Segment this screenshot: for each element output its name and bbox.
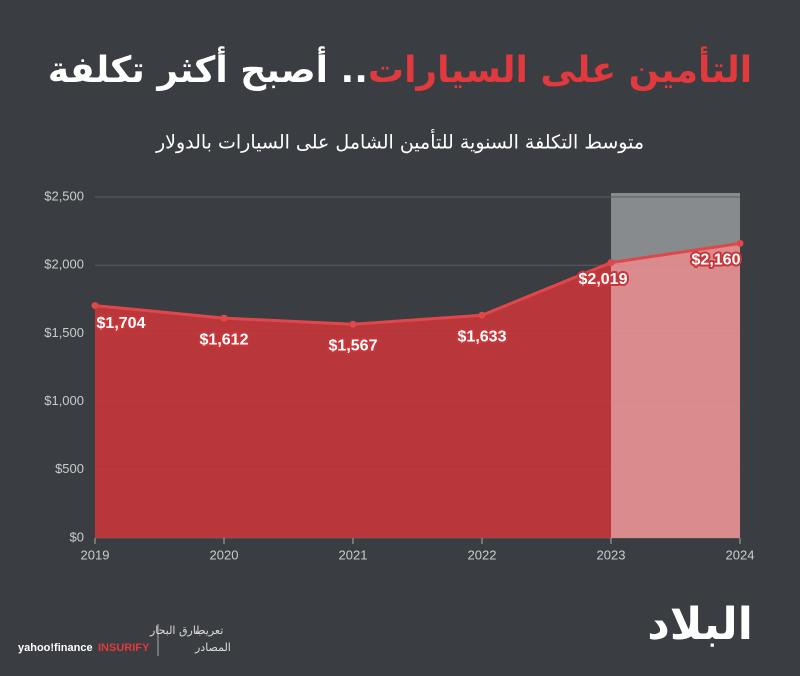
source-yahoo: yahoo!finance bbox=[18, 642, 93, 654]
plot: $0 $500 $1,000 $1,500 $2,000 $2,500 2019 2020 20… bbox=[44, 188, 754, 562]
x-tick-label: 2023 bbox=[597, 547, 626, 562]
value-label: $1,633 bbox=[458, 328, 507, 345]
y-tick-label: $1,500 bbox=[44, 325, 84, 340]
title-highlight: التأمين على السيارات bbox=[368, 46, 752, 91]
y-tick-label: $2,000 bbox=[44, 257, 84, 272]
logo: البلاد bbox=[647, 599, 753, 650]
line bbox=[94, 241, 741, 326]
x-tick-label: 2024 bbox=[726, 547, 755, 562]
marker bbox=[607, 259, 615, 267]
marker bbox=[349, 320, 357, 328]
value-label: $2,160 bbox=[692, 252, 741, 269]
chart-subtitle: متوسط التكلفة السنوية للتأمين الشامل على… bbox=[155, 129, 644, 154]
value-label: $1,704 bbox=[97, 315, 146, 332]
credit-name: طارق البحار bbox=[149, 624, 205, 637]
highlight-overlay bbox=[611, 243, 740, 538]
sources-label: المصادر bbox=[194, 641, 231, 654]
value-label: $1,567 bbox=[329, 337, 378, 354]
y-tick-label: $500 bbox=[55, 461, 84, 476]
y-tick-label: $1,000 bbox=[44, 393, 84, 408]
y-tick-label: $0 bbox=[70, 529, 84, 544]
marker bbox=[478, 311, 486, 319]
marker bbox=[220, 314, 228, 322]
x-tick-label: 2020 bbox=[210, 547, 239, 562]
x-tick-label: 2022 bbox=[468, 547, 497, 562]
x-tick-label: 2021 bbox=[339, 547, 368, 562]
source-insurify: INSURIFY bbox=[98, 642, 150, 654]
credit-label: تعريب bbox=[195, 624, 223, 637]
value-label: $2,019 bbox=[579, 271, 628, 288]
x-tick-label: 2019 bbox=[81, 547, 110, 562]
marker bbox=[736, 239, 744, 247]
title-rest: .. أصبح أكثر تكلفة bbox=[48, 46, 368, 91]
chart-title: التأمين على السيارات.. أصبح أكثر تكلفة bbox=[48, 46, 752, 91]
y-tick-label: $2,500 bbox=[44, 188, 84, 203]
marker bbox=[91, 302, 99, 310]
value-label: $1,612 bbox=[200, 331, 249, 348]
area bbox=[95, 243, 740, 538]
